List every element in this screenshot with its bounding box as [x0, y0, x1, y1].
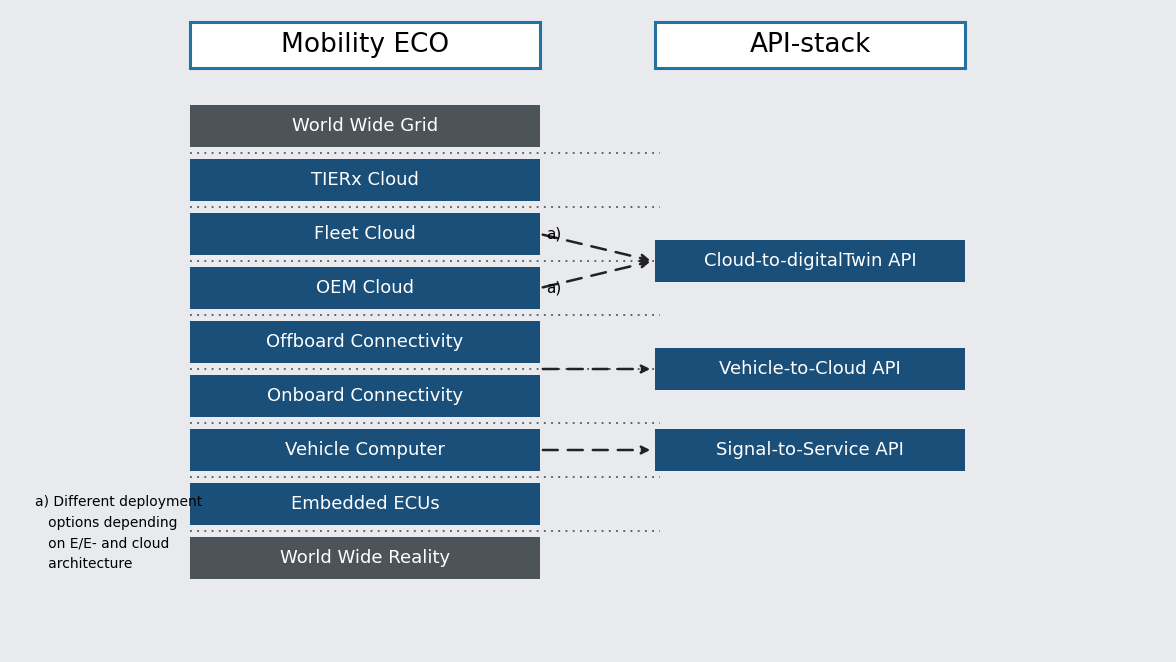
- Text: World Wide Grid: World Wide Grid: [292, 117, 439, 135]
- Bar: [191, 375, 540, 417]
- Text: Fleet Cloud: Fleet Cloud: [314, 225, 416, 243]
- Bar: [191, 429, 540, 471]
- Bar: [191, 483, 540, 525]
- Text: a): a): [546, 226, 561, 242]
- Text: TIERx Cloud: TIERx Cloud: [312, 171, 419, 189]
- Bar: [191, 213, 540, 255]
- Bar: [191, 267, 540, 309]
- Text: a) Different deployment
   options depending
   on E/E- and cloud
   architectur: a) Different deployment options dependin…: [35, 495, 202, 571]
- Bar: [655, 348, 965, 390]
- Text: Cloud-to-digitalTwin API: Cloud-to-digitalTwin API: [703, 252, 916, 270]
- Bar: [191, 159, 540, 201]
- Text: Mobility ECO: Mobility ECO: [281, 32, 449, 58]
- Text: Signal-to-Service API: Signal-to-Service API: [716, 441, 904, 459]
- Bar: [655, 240, 965, 282]
- Text: Vehicle-to-Cloud API: Vehicle-to-Cloud API: [720, 360, 901, 378]
- Text: OEM Cloud: OEM Cloud: [316, 279, 414, 297]
- Text: Offboard Connectivity: Offboard Connectivity: [267, 333, 463, 351]
- Bar: [191, 105, 540, 147]
- Text: Embedded ECUs: Embedded ECUs: [290, 495, 440, 513]
- Text: World Wide Reality: World Wide Reality: [280, 549, 450, 567]
- Bar: [191, 321, 540, 363]
- Bar: [191, 22, 540, 68]
- Text: a): a): [546, 281, 561, 295]
- Text: Onboard Connectivity: Onboard Connectivity: [267, 387, 463, 405]
- Text: API-stack: API-stack: [749, 32, 870, 58]
- Bar: [191, 537, 540, 579]
- Text: Vehicle Computer: Vehicle Computer: [285, 441, 445, 459]
- Bar: [655, 22, 965, 68]
- Bar: [655, 429, 965, 471]
